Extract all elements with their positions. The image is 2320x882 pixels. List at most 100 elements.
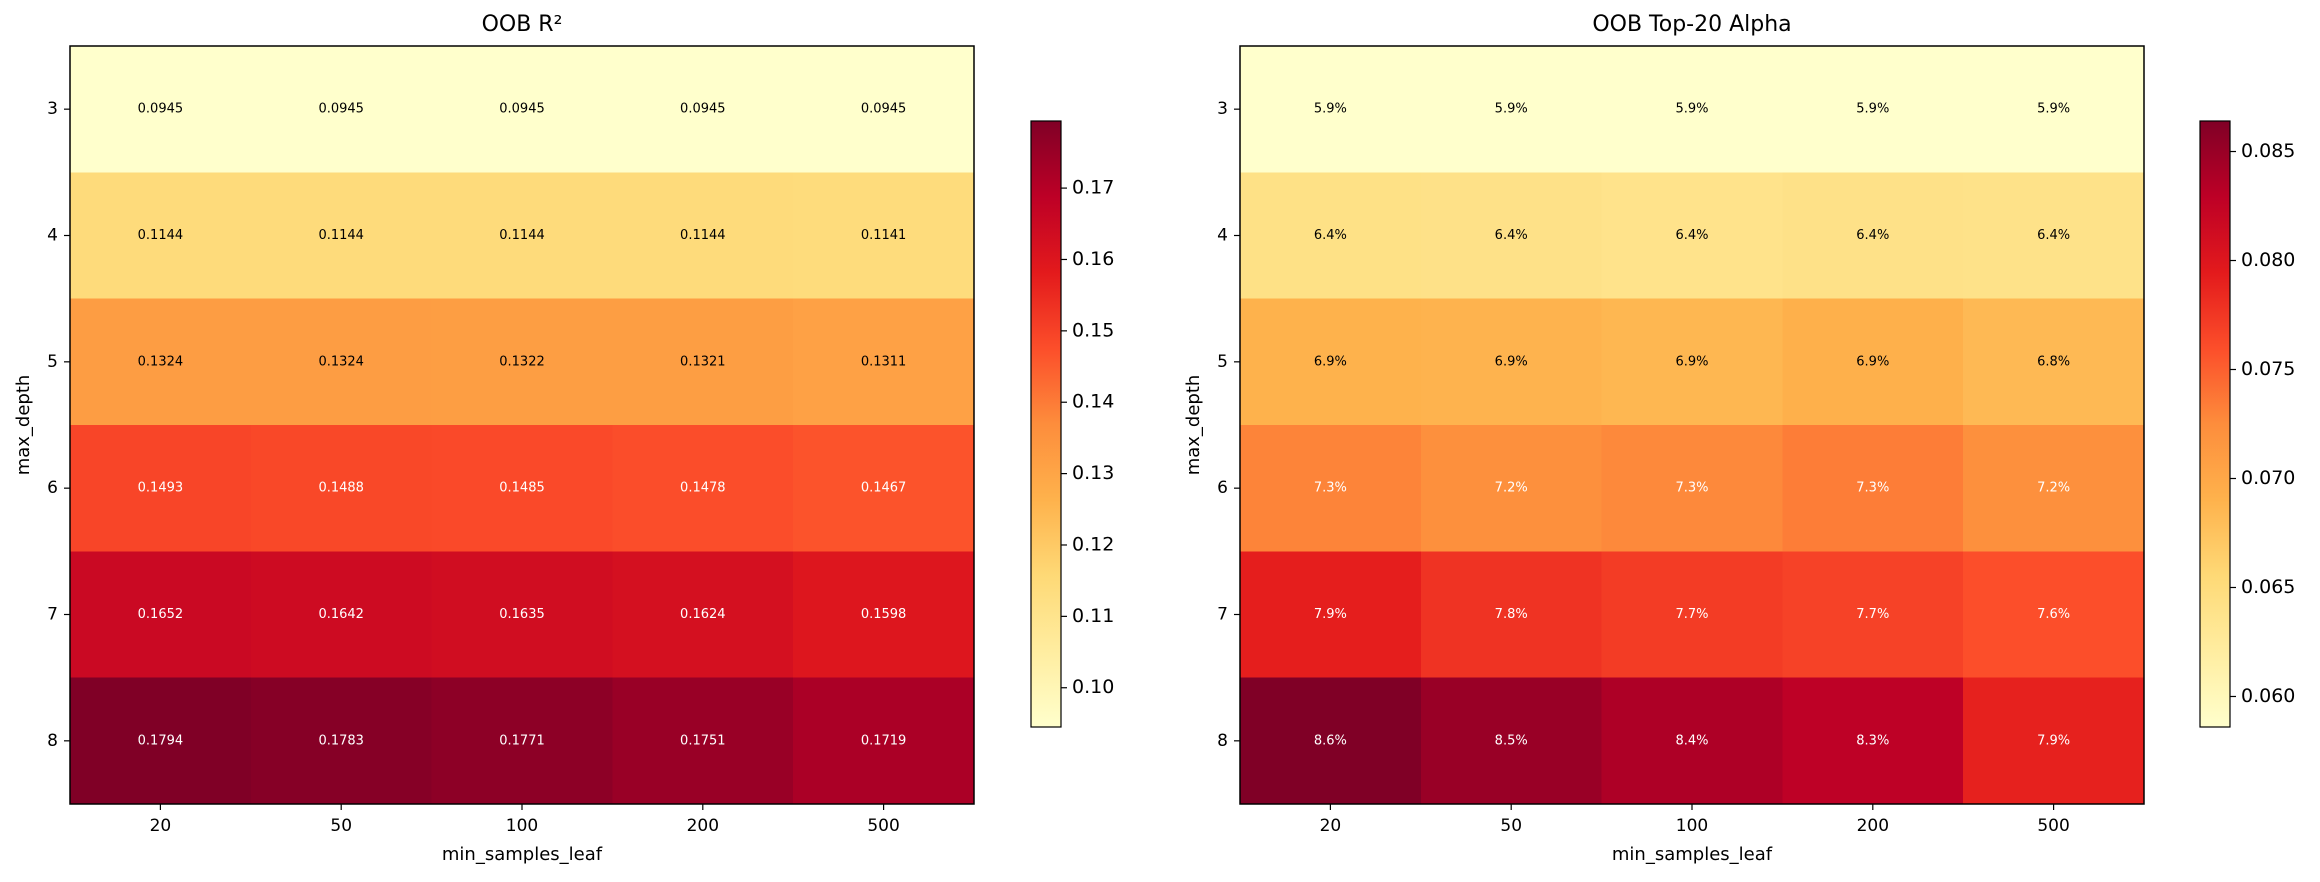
heatmap-cell	[612, 46, 794, 173]
heatmap-cell	[1601, 46, 1783, 173]
cell-label: 0.1493	[138, 481, 184, 496]
cell-label: 6.4%	[1675, 228, 1708, 243]
colorbar-tick-label: 0.065	[2241, 576, 2295, 598]
cell-label: 0.1322	[499, 354, 545, 369]
cell-label: 7.9%	[1314, 607, 1347, 622]
cell-label: 7.7%	[1675, 607, 1708, 622]
heatmap-cell	[70, 46, 252, 173]
cell-label: 8.4%	[1675, 733, 1708, 748]
colorbar-tick-label: 0.085	[2241, 140, 2295, 162]
cell-label: 0.1141	[861, 228, 907, 243]
cell-label: 0.1478	[680, 481, 726, 496]
heatmap-cell	[1240, 551, 1422, 679]
y-tick-label: 6	[47, 478, 58, 498]
heatmap-cell	[250, 551, 433, 679]
chart-title: OOB Top-20 Alpha	[1592, 12, 1791, 37]
heatmap-cell	[793, 677, 975, 805]
cell-label: 5.9%	[1314, 102, 1347, 117]
cell-label: 0.1771	[499, 733, 545, 748]
cell-label: 7.6%	[2037, 607, 2070, 622]
heatmap-cell	[1963, 551, 2145, 679]
x-tick-label: 500	[2037, 816, 2069, 836]
heatmap-cell	[612, 425, 794, 552]
x-tick-label: 50	[1500, 816, 1522, 836]
heatmap-cell	[70, 172, 252, 300]
colorbar-tick-label: 0.15	[1072, 319, 1114, 341]
cell-label: 0.1144	[318, 228, 364, 243]
y-tick-label: 7	[47, 605, 58, 625]
colorbar-tick-label: 0.13	[1072, 462, 1114, 484]
cell-label: 6.9%	[1675, 354, 1708, 369]
cell-label: 0.1485	[499, 481, 545, 496]
heatmap-cell	[431, 677, 613, 805]
heatmap-cell	[250, 172, 433, 300]
cell-label: 6.9%	[1856, 354, 1889, 369]
cell-label: 0.0945	[680, 102, 726, 117]
colorbar-tick-label: 0.12	[1072, 533, 1114, 555]
cell-label: 8.5%	[1495, 733, 1528, 748]
cell-label: 7.2%	[2037, 481, 2070, 496]
cell-label: 0.1783	[318, 733, 364, 748]
y-tick-label: 5	[47, 352, 58, 372]
x-tick-label: 500	[867, 816, 899, 836]
cell-label: 0.0945	[499, 102, 545, 117]
heatmap-cell	[1963, 46, 2145, 173]
heatmap-cell	[431, 172, 613, 300]
y-tick-label: 3	[1217, 99, 1228, 119]
cell-label: 6.4%	[1314, 228, 1347, 243]
cell-label: 0.1751	[680, 733, 726, 748]
colorbar-tick-label: 0.16	[1072, 248, 1114, 270]
y-tick-label: 8	[1217, 731, 1228, 751]
colorbar-tick-label: 0.080	[2241, 249, 2295, 271]
colorbar-tick-label: 0.060	[2241, 685, 2295, 707]
heatmap-cell	[1240, 677, 1422, 805]
heatmap-cell	[1782, 46, 1964, 173]
cell-label: 0.1642	[318, 607, 364, 622]
heatmap-cell	[250, 425, 433, 552]
heatmap-cell	[70, 551, 252, 679]
cell-label: 0.1624	[680, 607, 726, 622]
cell-label: 6.4%	[1856, 228, 1889, 243]
x-tick-label: 100	[1676, 816, 1708, 836]
heatmap-cell	[1601, 172, 1783, 300]
colorbar-tick-label: 0.075	[2241, 358, 2295, 380]
cell-label: 0.1324	[138, 354, 184, 369]
heatmap-cell	[1963, 172, 2145, 300]
x-tick-label: 20	[1320, 816, 1342, 836]
heatmap-cell	[431, 298, 613, 426]
heatmap-cell	[70, 677, 252, 805]
cell-label: 0.1719	[861, 733, 907, 748]
cell-label: 0.1467	[861, 481, 907, 496]
heatmap-cell	[1782, 551, 1964, 679]
cell-label: 0.1488	[318, 481, 364, 496]
colorbar-tick-label: 0.070	[2241, 467, 2295, 489]
cell-label: 5.9%	[1675, 102, 1708, 117]
cell-label: 0.1144	[499, 228, 545, 243]
y-tick-label: 6	[1217, 478, 1228, 498]
cell-label: 0.0945	[138, 102, 184, 117]
heatmap-cell	[1782, 172, 1964, 300]
heatmap-cell	[1420, 298, 1603, 426]
heatmap-cell	[1420, 172, 1603, 300]
x-tick-label: 20	[150, 816, 172, 836]
cell-label: 5.9%	[2037, 102, 2070, 117]
x-axis-title: min_samples_leaf	[442, 844, 603, 865]
cell-label: 5.9%	[1495, 102, 1528, 117]
heatmap-cell	[431, 551, 613, 679]
cell-label: 6.4%	[1495, 228, 1528, 243]
heatmap-cell	[793, 298, 975, 426]
y-tick-label: 4	[47, 226, 58, 246]
x-tick-label: 100	[506, 816, 538, 836]
heatmap-cell	[1420, 677, 1603, 805]
cell-label: 6.9%	[1314, 354, 1347, 369]
y-tick-label: 8	[47, 731, 58, 751]
colorbar	[1030, 120, 1062, 728]
cell-label: 0.0945	[318, 102, 364, 117]
heatmap-cell	[612, 551, 794, 679]
heatmap-cell	[1240, 172, 1422, 300]
chart-title: OOB R²	[482, 12, 563, 37]
cell-label: 0.1324	[318, 354, 364, 369]
x-tick-label: 50	[330, 816, 352, 836]
